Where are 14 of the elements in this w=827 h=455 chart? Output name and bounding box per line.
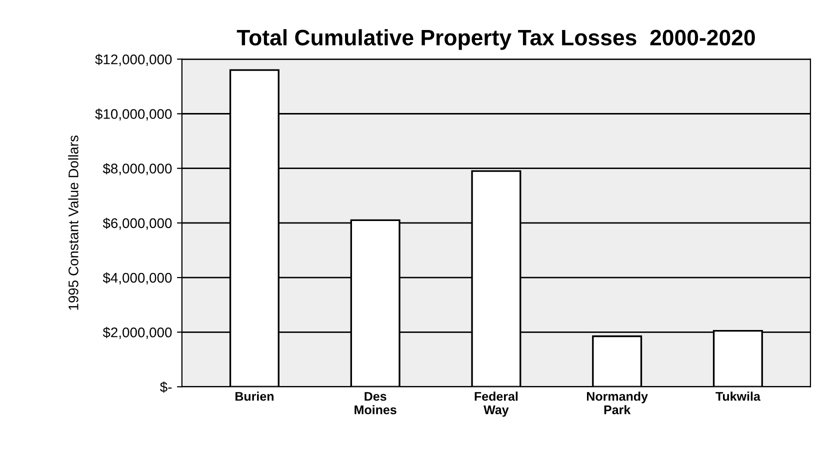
x-tick-label: Des Moines — [354, 392, 396, 414]
x-tick-label: Burien — [236, 392, 274, 401]
y-tick-label: $8,000,000 — [102, 163, 172, 176]
y-tick-label: $2,000,000 — [102, 326, 172, 339]
y-tick-label: $12,000,000 — [95, 54, 172, 66]
y-tick-label: $10,000,000 — [95, 108, 172, 121]
y-axis-title: 1995 Constant Value Dollars — [68, 136, 78, 310]
x-tick-label: Tukwila — [716, 392, 760, 401]
chart-title: Total Cumulative Property Tax Losses 2000-2020 — [236, 29, 755, 50]
y-tick-label: $- — [160, 382, 172, 393]
x-tick-label: Federal Way — [474, 392, 518, 417]
y-tick-label: $6,000,000 — [102, 218, 172, 230]
y-tick-label: $4,000,000 — [102, 272, 172, 284]
x-tick-label: Normandy Park — [587, 392, 648, 414]
